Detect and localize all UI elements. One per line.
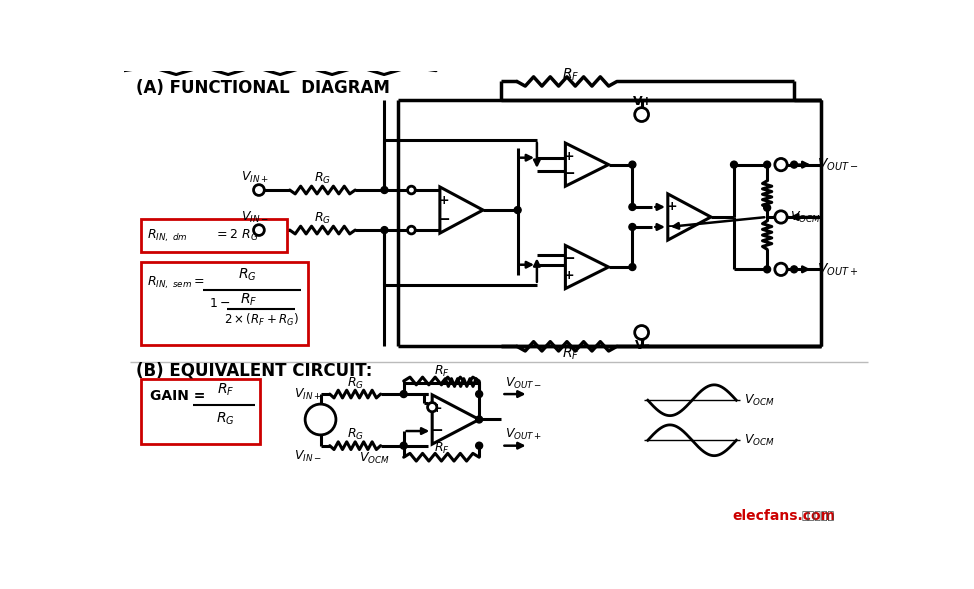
Text: (A) FUNCTIONAL  DIAGRAM: (A) FUNCTIONAL DIAGRAM	[135, 78, 390, 97]
Circle shape	[635, 108, 649, 121]
Circle shape	[475, 442, 483, 449]
Text: $R_{IN,\ dm}$: $R_{IN,\ dm}$	[147, 227, 188, 244]
Circle shape	[629, 204, 636, 210]
Text: +: +	[666, 200, 677, 213]
Text: −: −	[437, 212, 450, 227]
Bar	[141, 219, 287, 252]
Circle shape	[381, 227, 388, 233]
Text: +: +	[564, 150, 575, 163]
Circle shape	[775, 158, 787, 171]
Text: $R_G$: $R_G$	[347, 376, 363, 391]
Text: $R_F$: $R_F$	[562, 346, 580, 362]
Text: $R_F$: $R_F$	[217, 381, 235, 398]
Text: $V_{IN-}$: $V_{IN-}$	[293, 449, 321, 464]
Text: $R_{IN,\ sem}=$: $R_{IN,\ sem}=$	[147, 274, 205, 290]
Circle shape	[475, 391, 483, 398]
Text: $R_G$: $R_G$	[315, 171, 331, 186]
Text: $R_F$: $R_F$	[433, 441, 449, 455]
Text: 电子发烧友: 电子发烧友	[802, 511, 835, 521]
Text: $R_G$: $R_G$	[216, 411, 235, 427]
Circle shape	[764, 161, 770, 168]
Circle shape	[791, 266, 798, 273]
Text: $V_{OCM}$: $V_{OCM}$	[744, 433, 775, 448]
Text: $V_{OUT-}$: $V_{OUT-}$	[506, 376, 543, 391]
Text: $R_F$: $R_F$	[241, 291, 257, 307]
Text: V–: V–	[635, 339, 651, 352]
Text: −: −	[431, 423, 443, 438]
Circle shape	[253, 184, 264, 196]
Circle shape	[635, 326, 649, 339]
Circle shape	[475, 416, 483, 423]
Circle shape	[428, 402, 436, 412]
Circle shape	[775, 263, 787, 276]
Text: $V_{OUT-}$: $V_{OUT-}$	[817, 157, 858, 173]
Circle shape	[629, 263, 636, 270]
Text: $R_G$: $R_G$	[347, 428, 363, 442]
Text: $V_{OCM}$: $V_{OCM}$	[790, 210, 821, 224]
Text: −: −	[563, 166, 576, 181]
Text: −: −	[665, 220, 678, 234]
Text: $R_G$: $R_G$	[238, 267, 257, 283]
Circle shape	[407, 226, 415, 234]
Text: $V_{OUT+}$: $V_{OUT+}$	[817, 261, 858, 277]
Text: $= 2\ R_G$: $= 2\ R_G$	[214, 228, 259, 243]
Bar	[141, 262, 308, 345]
Circle shape	[407, 186, 415, 194]
Text: $V_{OCM}$: $V_{OCM}$	[744, 393, 775, 408]
Text: $V_{IN-}$: $V_{IN-}$	[242, 210, 269, 226]
Text: ~: ~	[312, 409, 329, 429]
Circle shape	[791, 161, 798, 168]
Text: +: +	[431, 402, 442, 415]
Text: elecfans.com: elecfans.com	[732, 509, 836, 523]
Text: V+: V+	[633, 95, 654, 108]
Circle shape	[629, 161, 636, 168]
Circle shape	[764, 204, 770, 211]
Circle shape	[253, 224, 264, 236]
Text: +: +	[438, 194, 449, 207]
Text: $R_G$: $R_G$	[315, 211, 331, 226]
Circle shape	[775, 211, 787, 223]
Text: $2\times(R_F + R_G)$: $2\times(R_F + R_G)$	[224, 312, 299, 328]
Text: +: +	[564, 269, 575, 282]
Circle shape	[400, 442, 407, 449]
Circle shape	[305, 404, 336, 435]
Circle shape	[381, 187, 388, 194]
Bar	[141, 379, 260, 444]
Circle shape	[730, 161, 737, 168]
Text: (B) EQUIVALENT CIRCUIT:: (B) EQUIVALENT CIRCUIT:	[135, 362, 372, 380]
Text: $V_{IN+}$: $V_{IN+}$	[242, 170, 269, 186]
Text: GAIN =: GAIN =	[150, 389, 206, 403]
Circle shape	[629, 223, 636, 230]
Text: $V_{OUT+}$: $V_{OUT+}$	[506, 428, 543, 442]
Text: $V_{OCM}$: $V_{OCM}$	[359, 451, 390, 465]
Text: $1 -$: $1 -$	[208, 297, 231, 310]
Circle shape	[514, 207, 521, 214]
Text: −: −	[563, 251, 576, 266]
Text: $R_F$: $R_F$	[433, 364, 449, 379]
Circle shape	[400, 391, 407, 398]
Text: $R_F$: $R_F$	[562, 67, 580, 82]
Text: $V_{IN+}$: $V_{IN+}$	[293, 386, 321, 402]
Circle shape	[764, 266, 770, 273]
